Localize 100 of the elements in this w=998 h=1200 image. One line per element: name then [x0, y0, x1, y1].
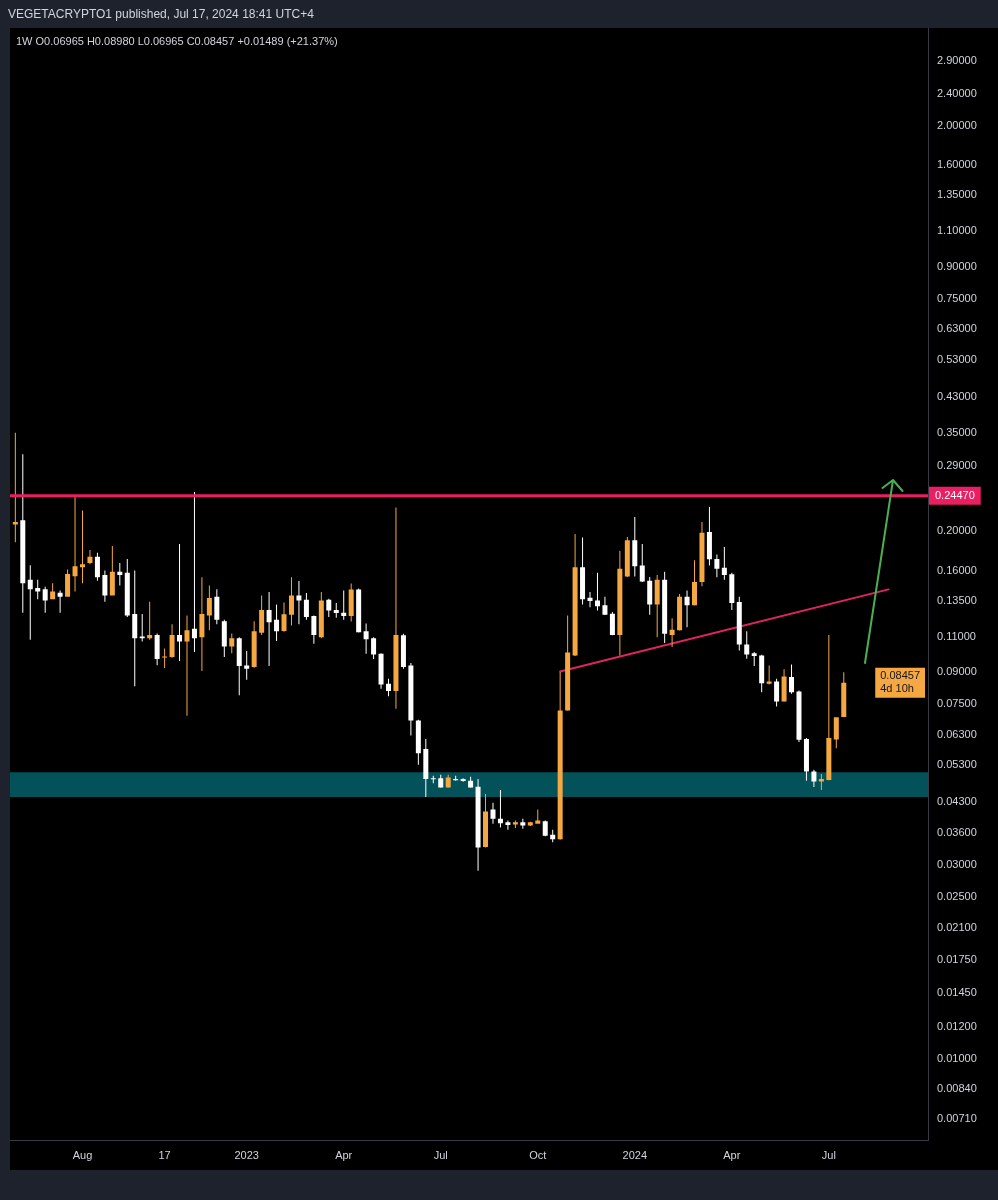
- candlestick: [87, 549, 93, 565]
- candlestick: [94, 552, 100, 581]
- candlestick: [236, 637, 242, 696]
- y-tick-label: 0.01000: [937, 1051, 977, 1064]
- candlestick: [789, 664, 795, 694]
- candlestick: [318, 592, 324, 639]
- ref-line-label: 0.24470: [935, 489, 975, 502]
- candlestick: [72, 495, 78, 592]
- candlestick: [490, 802, 496, 824]
- y-tick-label: 1.10000: [937, 224, 977, 237]
- y-tick-label: 0.75000: [937, 291, 977, 304]
- candlestick: [609, 612, 615, 636]
- candlestick: [177, 544, 183, 662]
- chart-title: VEGETACRYPTO1 published, Jul 17, 2024 18:41 UTC+4: [8, 7, 314, 21]
- candlestick: [244, 651, 250, 680]
- candlestick: [206, 585, 212, 631]
- candlestick: [80, 510, 85, 584]
- candlestick: [512, 820, 518, 828]
- candlestick: [326, 598, 332, 618]
- candlestick: [565, 615, 571, 711]
- candlestick: [259, 595, 265, 635]
- y-tick-label: 0.01750: [937, 953, 977, 966]
- candlestick: [468, 776, 474, 788]
- candlestick: [699, 521, 705, 587]
- candlestick: [266, 592, 272, 667]
- x-tick-label: Apr: [335, 1148, 353, 1161]
- y-tick-label: 0.20000: [937, 524, 977, 537]
- annotation: 0.08457: [880, 669, 920, 682]
- candlestick: [766, 665, 772, 685]
- x-tick-label: Jul: [821, 1148, 836, 1161]
- candlestick: [169, 624, 175, 658]
- candlestick: [721, 546, 727, 580]
- y-tick-label: 2.90000: [937, 53, 977, 66]
- candlestick: [423, 738, 429, 798]
- candlestick: [781, 669, 787, 702]
- candlestick: [415, 719, 421, 765]
- candlestick: [572, 533, 578, 656]
- x-tick-label: Jul: [433, 1148, 448, 1161]
- y-tick-label: 0.06300: [937, 727, 977, 740]
- candlestick: [42, 586, 48, 613]
- candlestick: [154, 633, 160, 666]
- y-tick-label: 0.04300: [937, 794, 977, 807]
- candlestick: [460, 778, 466, 782]
- candlestick: [736, 596, 742, 651]
- candlestick: [714, 554, 720, 578]
- candlestick: [214, 589, 220, 625]
- candlestick: [102, 570, 108, 602]
- candlestick: [65, 569, 71, 597]
- y-tick-label: 0.01200: [937, 1019, 977, 1032]
- candlestick: [677, 594, 683, 631]
- y-tick-label: 1.60000: [937, 158, 977, 171]
- candlestick: [580, 537, 586, 605]
- y-tick-label: 0.29000: [937, 458, 977, 471]
- x-tick-label: 17: [158, 1148, 171, 1161]
- y-tick-label: 0.16000: [937, 563, 977, 576]
- candlestick: [400, 633, 406, 669]
- candlestick: [184, 615, 190, 716]
- candlestick: [796, 690, 802, 743]
- x-tick-label: 2024: [622, 1148, 648, 1161]
- candlestick: [20, 454, 26, 613]
- y-tick-label: 2.40000: [937, 86, 977, 99]
- candlestick: [542, 820, 548, 837]
- candlestick: [774, 678, 780, 707]
- x-tick-label: 2023: [234, 1148, 259, 1161]
- candlestick: [356, 588, 362, 633]
- candlestick: [430, 775, 436, 784]
- candlestick: [684, 590, 690, 628]
- candlestick: [363, 623, 369, 654]
- candlestick: [229, 633, 235, 654]
- candlestick: [371, 637, 377, 660]
- candlestick: [162, 648, 168, 669]
- candlestick: [117, 563, 123, 586]
- candlestick: [497, 790, 503, 828]
- candlestick: [124, 558, 130, 617]
- candlestick: [662, 571, 668, 644]
- candlestick: [311, 615, 317, 644]
- candlestick: [296, 581, 302, 625]
- candlestick: [818, 773, 824, 791]
- candlestick: [617, 551, 623, 656]
- y-tick-label: 0.09000: [937, 664, 977, 677]
- candlestick: [706, 507, 712, 566]
- candlestick: [811, 769, 817, 787]
- y-tick-label: 0.02500: [937, 890, 977, 903]
- candlestick: [303, 593, 309, 620]
- x-tick-label: Aug: [72, 1148, 93, 1161]
- candlestick: [654, 575, 660, 638]
- candlestick: [333, 603, 339, 618]
- candlestick: [505, 820, 511, 830]
- x-tick-label: Apr: [723, 1148, 741, 1161]
- y-tick-label: 0.05300: [937, 758, 977, 771]
- candlestick: [550, 829, 556, 843]
- candlestick: [826, 634, 832, 781]
- candlestick: [35, 579, 41, 600]
- annotation: 4d 10h: [880, 682, 914, 695]
- candlestick: [281, 602, 287, 632]
- candlestick: [438, 774, 444, 788]
- candlestick: [557, 672, 563, 840]
- y-tick-label: 0.01450: [937, 986, 977, 999]
- candlestick: [199, 577, 205, 672]
- candlestick: [594, 572, 600, 611]
